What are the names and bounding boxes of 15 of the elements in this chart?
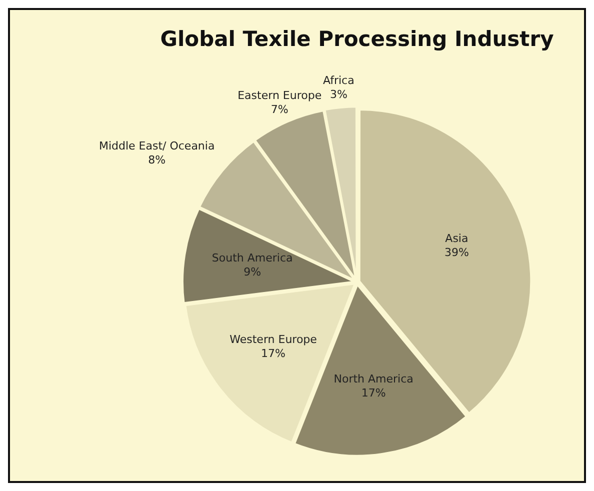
slice-label: Eastern Europe xyxy=(238,89,322,102)
data-label: 17% xyxy=(361,386,386,400)
slice-label: South America xyxy=(212,251,293,264)
slice-label: Asia xyxy=(445,232,468,246)
data-label: 7% xyxy=(270,103,288,116)
data-label: 9% xyxy=(244,265,262,278)
slice-label: North America xyxy=(334,372,414,386)
slice-label: Western Europe xyxy=(230,332,318,346)
data-label: 39% xyxy=(444,246,469,260)
data-label: 3% xyxy=(330,88,348,101)
slice-label: Africa xyxy=(322,74,354,87)
data-label: 8% xyxy=(148,154,166,167)
chart-title: Global Texile Processing Industry xyxy=(160,27,554,52)
slice-label: Middle East/ Oceania xyxy=(98,140,215,153)
data-label: 17% xyxy=(261,346,286,360)
